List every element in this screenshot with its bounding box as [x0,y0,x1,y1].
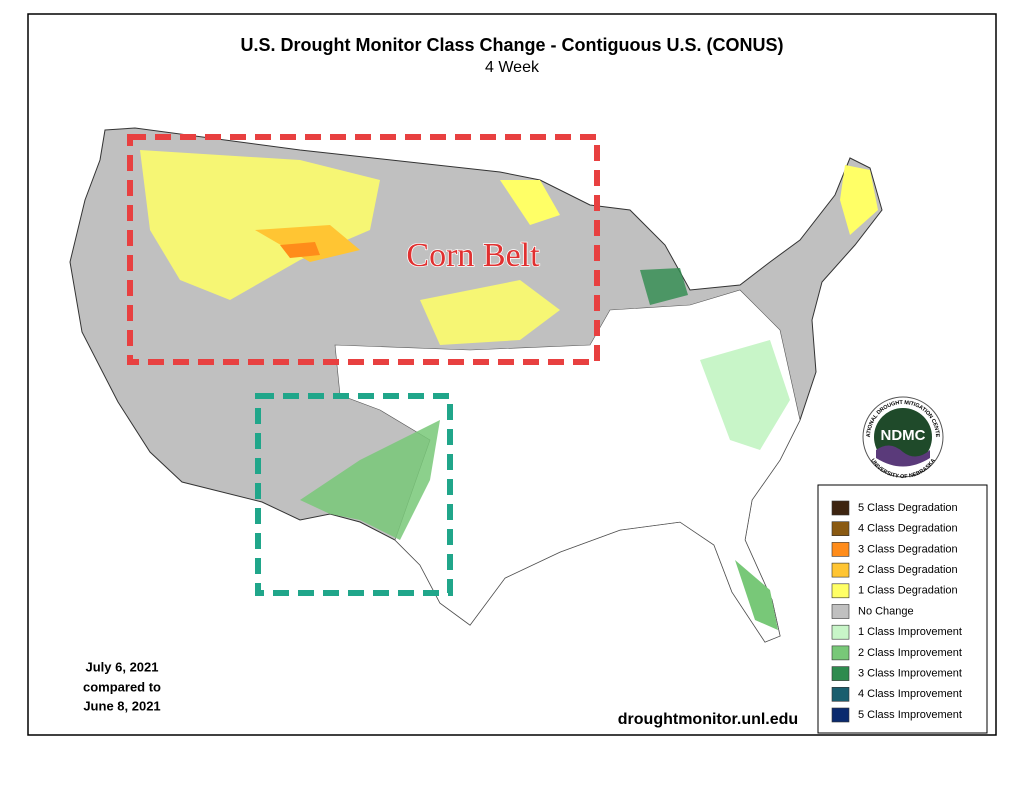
date-note: July 6, 2021 [86,659,159,674]
legend-label: 2 Class Degradation [858,564,958,576]
logo-wave [876,445,930,467]
degradation-area [280,242,320,258]
logo-text: NDMC [881,427,926,444]
legend-label: 2 Class Improvement [858,647,962,659]
annotation: Corn Belt [406,237,540,274]
title: U.S. Drought Monitor Class Change - Cont… [241,35,784,55]
legend-swatch [831,645,850,661]
legend-label: 5 Class Improvement [858,709,962,721]
legend-swatch [831,562,850,578]
legend-label: 1 Class Improvement [858,626,962,638]
legend-label: No Change [858,605,914,617]
source: droughtmonitor.unl.edu [618,711,798,728]
legend-label: 1 Class Degradation [858,585,958,597]
improvement-area [700,340,790,450]
corn-belt-box [127,134,600,365]
legend-swatch [831,604,850,619]
legend-label: 3 Class Degradation [858,543,958,555]
improvement-area [735,560,778,630]
legend-label: 3 Class Improvement [858,668,962,680]
legend-label: 5 Class Degradation [858,502,958,514]
us-map [69,127,883,643]
legend-swatch [831,686,850,702]
legend-swatch [831,542,850,557]
date-note: compared to [83,679,161,694]
legend-swatch [831,583,850,599]
degradation-area [420,280,560,345]
degradation-area [140,150,380,300]
legend-label: 4 Class Improvement [858,688,962,700]
legend-swatch [831,666,850,681]
subtitle: 4 Week [485,59,540,76]
legend: 5 Class Degradation 4 Class Degradation 3 … [831,500,962,723]
legend-swatch [831,707,850,723]
legend-swatch [831,521,850,537]
degradation-area [500,180,560,225]
legend-label: 4 Class Degradation [858,523,958,535]
date-note: June 8, 2021 [83,698,160,713]
improvement-area [300,420,440,540]
degradation-area [840,165,878,235]
improvement-area [640,268,688,305]
legend-swatch [831,500,850,516]
texas-box [255,393,453,596]
legend-swatch [831,624,850,640]
